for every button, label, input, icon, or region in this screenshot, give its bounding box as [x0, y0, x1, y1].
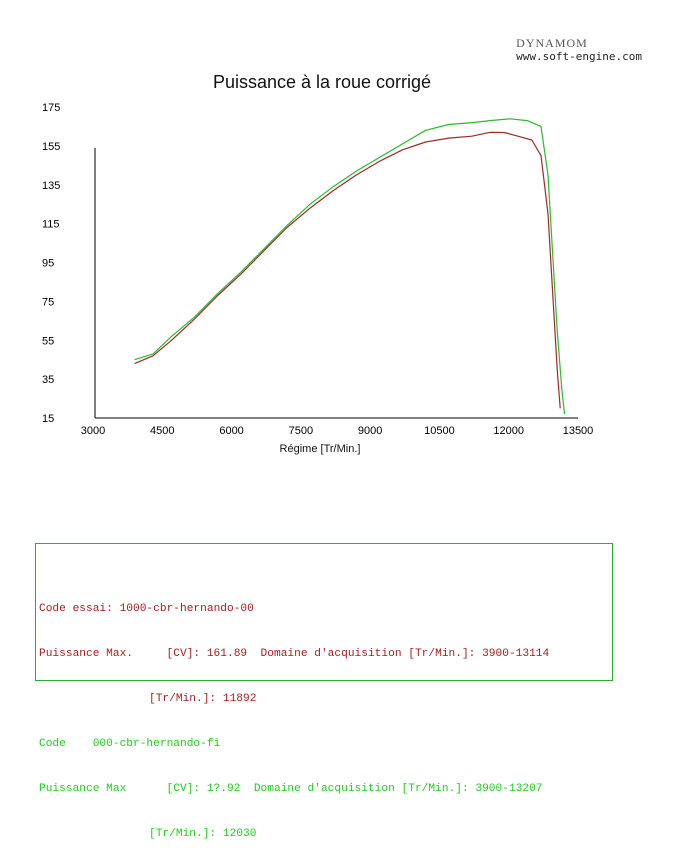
y-tick-label: 55 — [42, 335, 54, 347]
y-tick-label: 35 — [42, 374, 54, 386]
code-value-2: 000-cbr-hernando-fi — [92, 738, 221, 750]
brand-url: www.soft-engine.com — [516, 50, 642, 63]
y-tick-labels: 175 155 135 115 95 75 55 35 15 — [42, 102, 60, 425]
y-tick-label: 175 — [42, 102, 60, 114]
test-info-box: Code essai: 1000-cbr-hernando-00 Puissan… — [35, 543, 613, 840]
power-max-line-2: Puissance Max [CV]: 1?.92 Domaine d'acqu… — [39, 783, 543, 795]
y-tick-label: 135 — [42, 180, 60, 192]
brand-block: DYNAMOM www.soft-engine.com — [516, 36, 642, 64]
x-tick-label: 3000 — [81, 425, 105, 437]
code-label-1: Code essai — [39, 603, 107, 615]
x-axis-label: Régime [Tr/Min.] — [280, 443, 361, 455]
y-tick-label: 155 — [42, 141, 60, 153]
chart-title: Puissance à la roue corrigé — [213, 72, 431, 92]
power-chart: Puissance à la roue corrigé 175 155 135 115… — [42, 72, 594, 455]
series-line-1 — [134, 131, 561, 409]
y-tick-label: 115 — [42, 219, 60, 231]
code-value-1: 1000-cbr-hernando-00 — [119, 603, 254, 615]
power-max-line-1: Puissance Max. [CV]: 161.89 Domaine d'ac… — [39, 648, 550, 660]
x-tick-label: 10500 — [424, 425, 455, 437]
rpm-line-2: [Tr/Min.]: 12030 — [149, 828, 257, 840]
x-tick-label: 6000 — [219, 425, 243, 437]
x-tick-label: 9000 — [358, 425, 382, 437]
rpm-line-1: [Tr/Min.]: 11892 — [149, 693, 257, 705]
x-tick-label: 13500 — [563, 425, 594, 437]
series-line-2 — [134, 118, 566, 415]
x-tick-labels: 3000 4500 6000 7500 9000 10500 12000 13500 — [81, 425, 594, 437]
y-tick-label: 75 — [42, 296, 54, 308]
y-tick-label: 95 — [42, 258, 54, 270]
code-label-2: Code — [39, 738, 66, 750]
series-lines — [134, 118, 566, 415]
y-tick-label: 15 — [42, 413, 54, 425]
x-tick-label: 4500 — [150, 425, 174, 437]
x-tick-label: 12000 — [493, 425, 524, 437]
brand-name: DYNAMOM — [516, 36, 588, 50]
x-tick-label: 7500 — [289, 425, 313, 437]
